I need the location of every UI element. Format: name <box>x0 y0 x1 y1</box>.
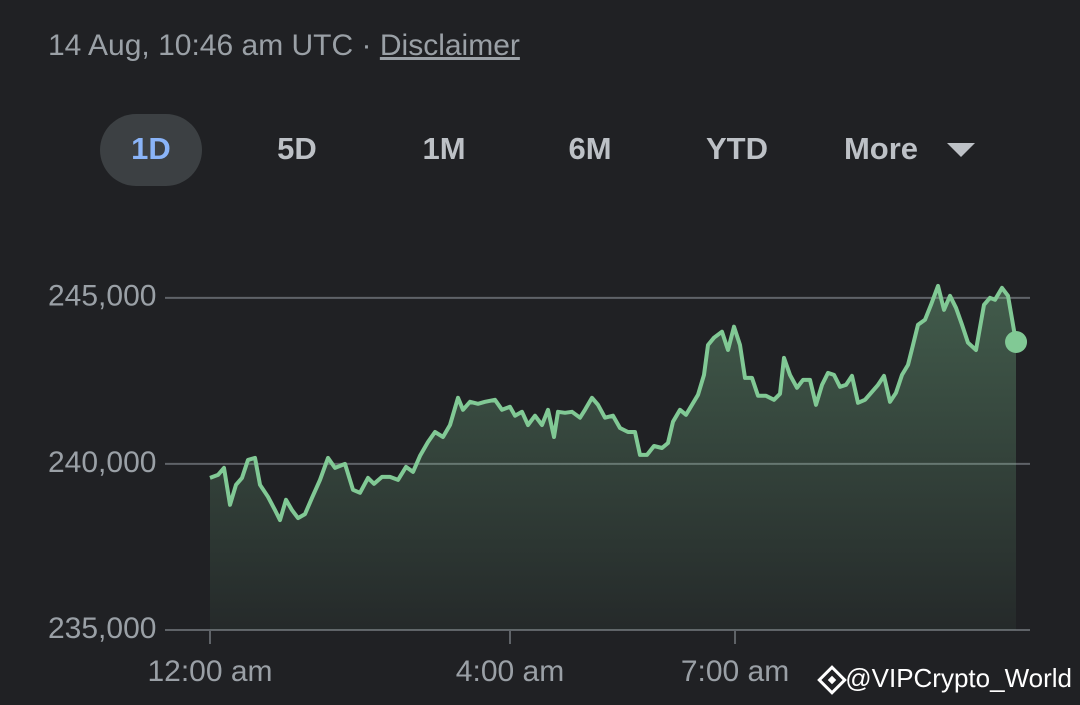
watermark: @VIPCrypto_World <box>817 663 1072 695</box>
chart: 235,000 240,000 245,000 12:00 am 4:00 am 7:00… <box>48 280 1030 688</box>
range-button[interactable]: More <box>844 131 918 166</box>
watermark-text: @VIPCrypto_World <box>845 663 1072 693</box>
x-tick-label: 7:00 am <box>681 655 789 688</box>
y-tick-label: 245,000 <box>48 280 156 313</box>
y-tick-label: 235,000 <box>48 612 156 645</box>
y-tick-label: 240,000 <box>48 446 156 479</box>
price-line <box>209 283 1018 523</box>
range-button[interactable]: 5D <box>277 131 317 166</box>
last-point <box>1005 331 1028 354</box>
range-button-bg[interactable] <box>100 114 202 186</box>
header: 14 Aug, 10:46 am UTC · Disclaimer <box>48 29 520 62</box>
range-selector: 1D 5D 1M 6M YTD More <box>100 114 975 186</box>
area-fill <box>210 285 1016 630</box>
separator: · <box>362 29 372 62</box>
range-button[interactable]: 1D <box>131 131 171 166</box>
x-tick-label: 4:00 am <box>456 655 564 688</box>
timestamp: 14 Aug, 10:46 am UTC <box>48 29 353 62</box>
range-button[interactable]: YTD <box>706 131 768 166</box>
range-button[interactable]: 1M <box>422 131 465 166</box>
disclaimer-link[interactable]: Disclaimer <box>380 29 520 62</box>
dropdown-arrow[interactable] <box>947 143 975 157</box>
range-button[interactable]: 6M <box>568 131 611 166</box>
x-tick-label: 12:00 am <box>147 655 272 688</box>
